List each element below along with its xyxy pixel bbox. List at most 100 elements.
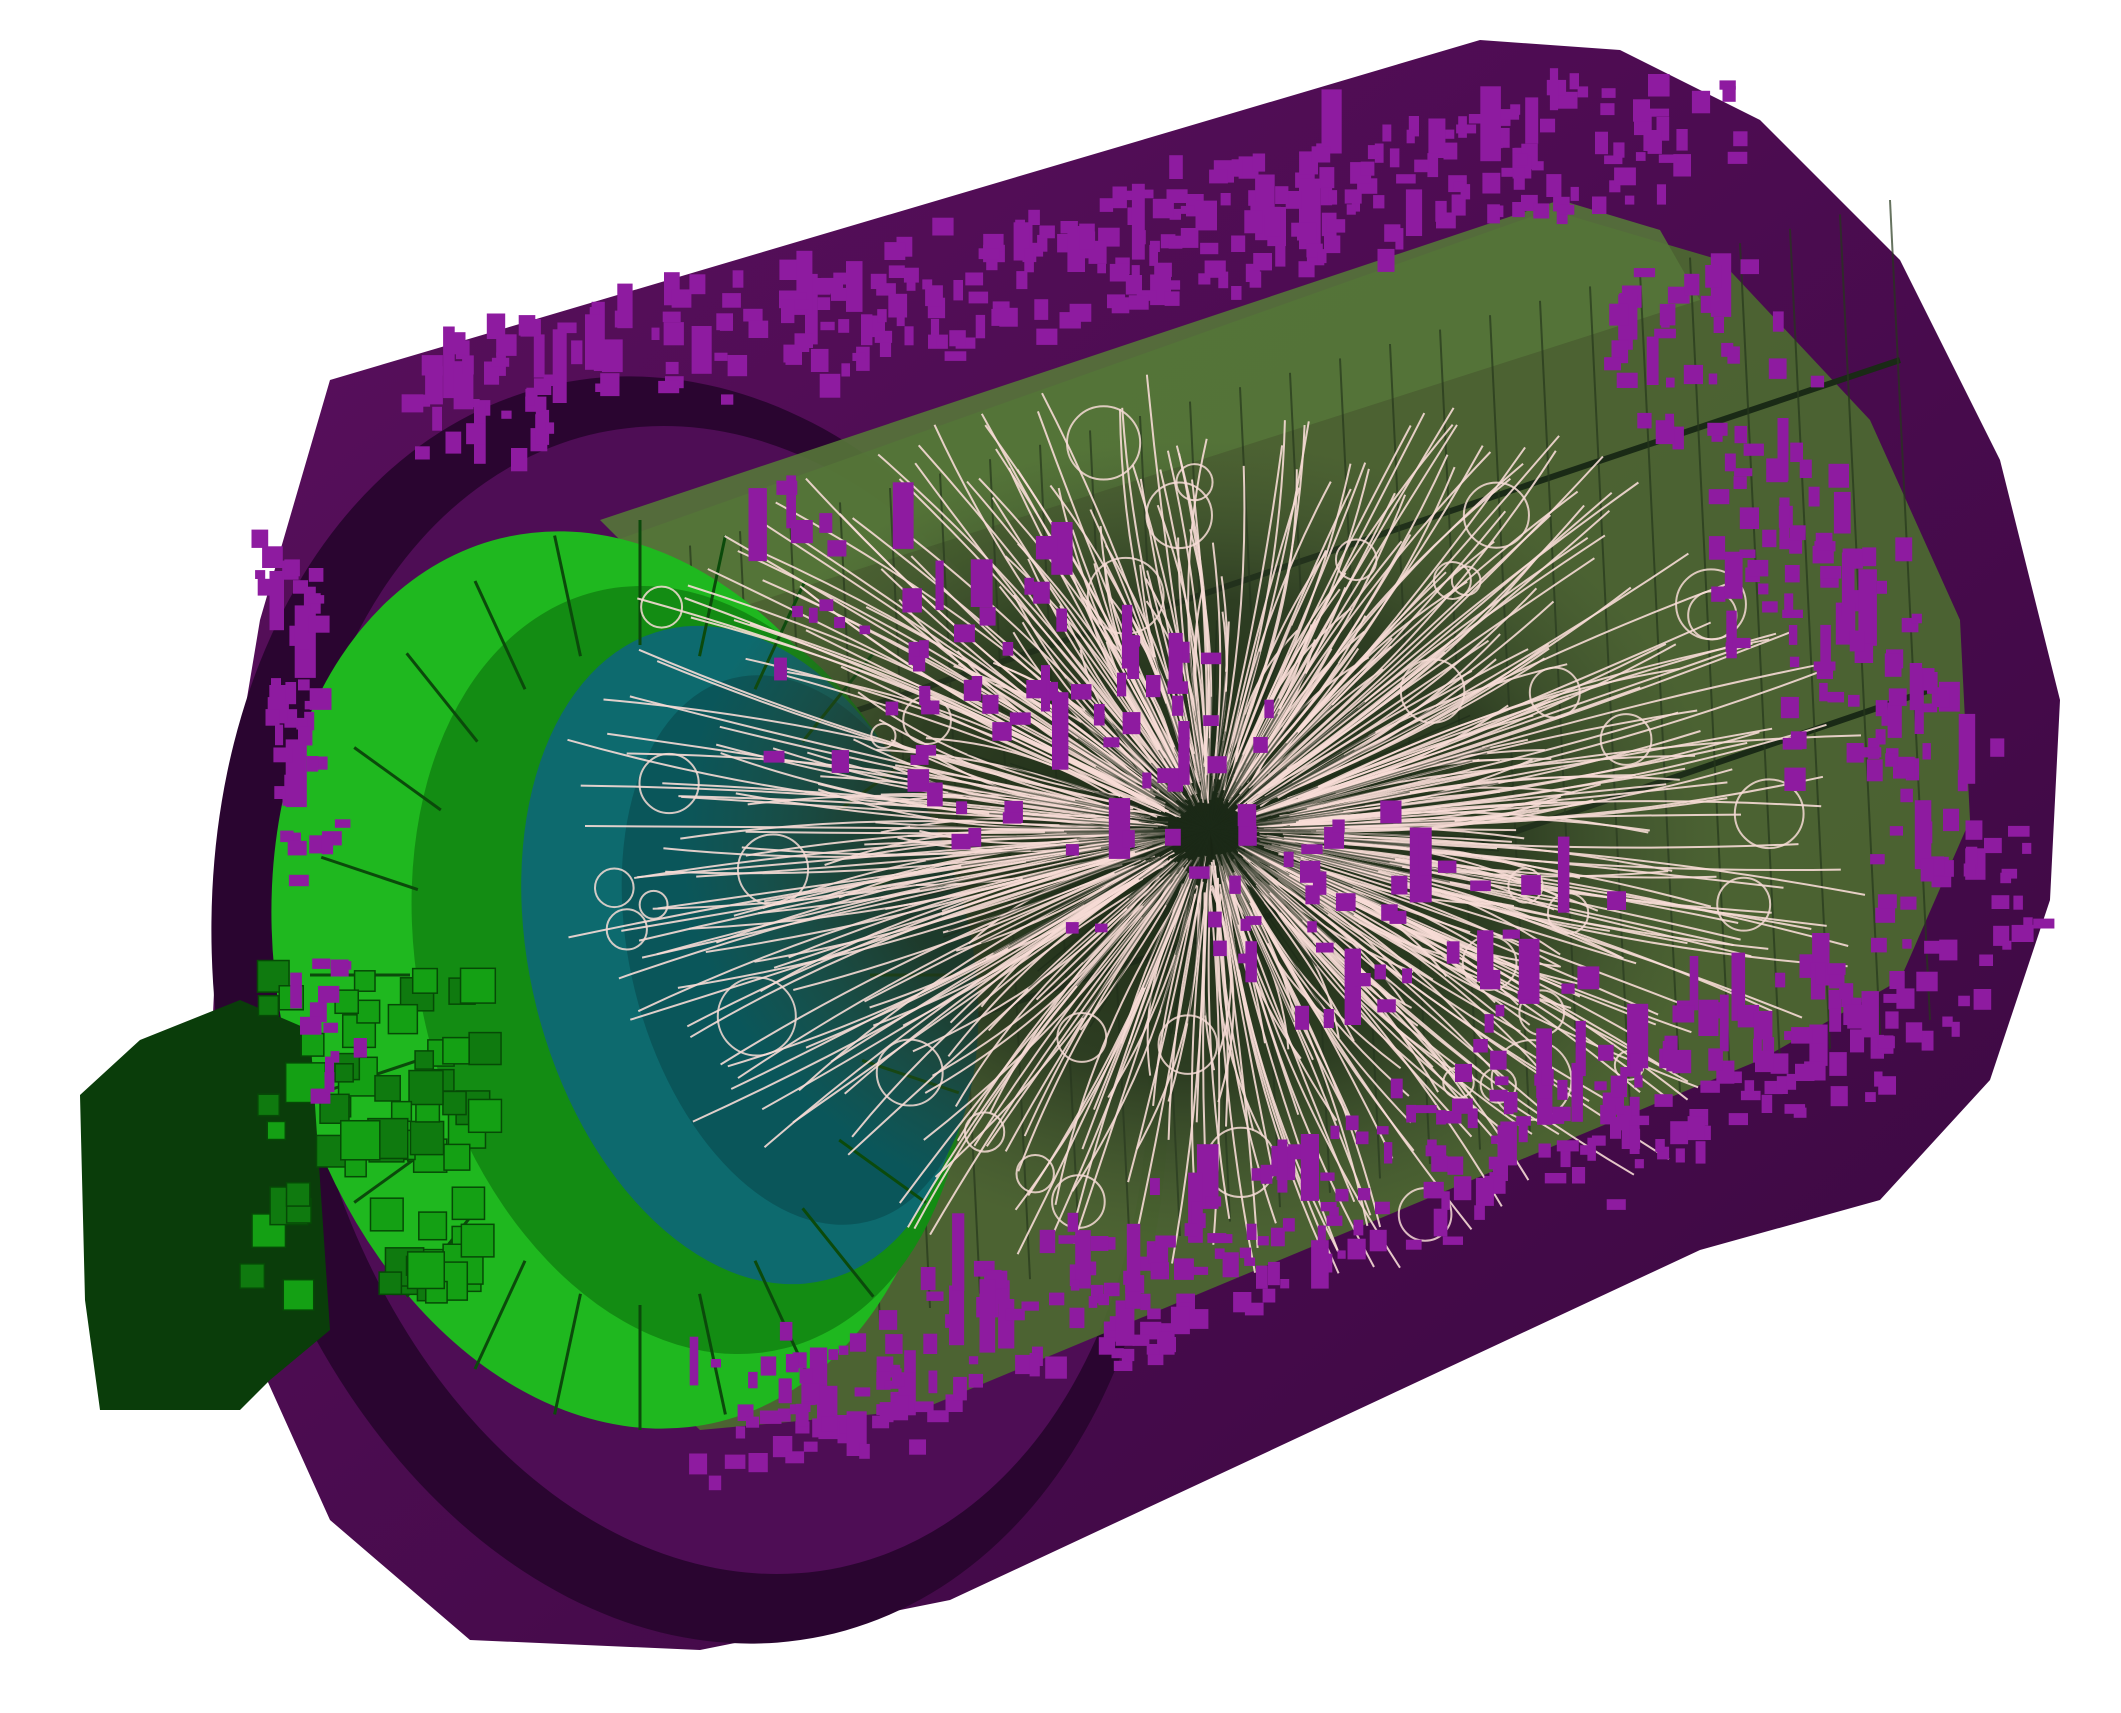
particle-track (1212, 859, 1259, 1248)
particle-track-core (1084, 709, 1211, 831)
hcal-hit (1727, 151, 1748, 164)
hcal-hit (1275, 186, 1289, 204)
particle-track-core (1209, 829, 1241, 970)
hcal-hit (1572, 1167, 1586, 1184)
particle-track (1244, 504, 1585, 801)
particle-track-core (1209, 829, 1303, 922)
hcal-hit (1126, 1223, 1141, 1293)
endcap-segment-line (698, 1293, 727, 1415)
hcal-hit (1646, 336, 1659, 385)
hcal-hit (1169, 155, 1183, 179)
hcal-hit (1559, 204, 1575, 215)
hcal-hit (1231, 159, 1243, 177)
hcal-hit (1009, 712, 1031, 725)
hcal-hit (927, 1410, 949, 1423)
hcal-hit (1035, 536, 1058, 560)
hcal-hit (1384, 224, 1401, 242)
hcal-hit (306, 756, 319, 772)
hcal-hit (1557, 1079, 1568, 1100)
hcal-hit (1311, 146, 1331, 163)
hcal-hit (1525, 97, 1539, 144)
hcal-hit (1613, 1119, 1635, 1130)
hcal-hit (658, 380, 680, 394)
hcal-hit (308, 568, 324, 582)
hcal-hit (293, 580, 308, 594)
hcal-hit (484, 361, 500, 385)
particle-track-core (1099, 711, 1211, 831)
particle-track (1265, 587, 1538, 790)
hcal-hit (1687, 1116, 1705, 1141)
hcal-hit (919, 685, 931, 706)
forward-block (387, 1003, 419, 1035)
hcal-hit (1280, 1279, 1290, 1289)
hcal-hit (1916, 971, 1938, 992)
hcal-hit (999, 307, 1018, 327)
hcal-hit (776, 480, 798, 495)
hcal-hit (1132, 1334, 1150, 1346)
track-loop (1051, 1174, 1106, 1229)
hcal-hit (1220, 193, 1231, 206)
hcal-hit (1335, 893, 1356, 911)
particle-track-core (980, 829, 1211, 944)
hcal-hit (1900, 788, 1913, 803)
hcal-hit (1377, 999, 1396, 1013)
hcal-hit (1734, 425, 1748, 444)
hcal-hit (1311, 1249, 1321, 1263)
hcal-hit (1360, 161, 1375, 176)
hcal-hit (774, 657, 787, 681)
particle-track (1225, 852, 1410, 1097)
forward-block (460, 1223, 495, 1258)
particle-track-core (1178, 829, 1211, 833)
hcal-hit (1575, 1020, 1586, 1077)
hcal-hit (1708, 1048, 1723, 1071)
hcal-hit (1518, 1121, 1528, 1143)
hcal-hit (1494, 1076, 1509, 1086)
particle-track-core (1209, 754, 1243, 831)
hcal-hit (1240, 918, 1251, 931)
track-loop (1716, 876, 1772, 932)
hcal-hit (1784, 1104, 1806, 1114)
hcal-hit (1324, 235, 1341, 254)
hcal-hit (763, 750, 785, 763)
hcal-hit (1895, 537, 1913, 562)
hcal-hit (1191, 1201, 1201, 1230)
hcal-hit (910, 754, 929, 765)
hcal-hit (1375, 1201, 1390, 1215)
forward-block (334, 1063, 354, 1083)
hcal-hit (1251, 1168, 1263, 1181)
hcal-hit (885, 701, 899, 716)
hcal-hit (1776, 1076, 1788, 1094)
particle-track (1054, 887, 1187, 1205)
hcal-hit (1732, 637, 1751, 649)
particle-track (898, 478, 1166, 780)
particle-track (1293, 837, 1866, 896)
hcal-hit (1958, 713, 1976, 784)
hcal-hit (795, 1403, 809, 1427)
hcal-hit (1634, 1159, 1644, 1169)
particle-track-core (1089, 829, 1211, 1028)
particle-track (680, 820, 1113, 840)
hcal-hit (1876, 580, 1887, 594)
track-loop (605, 908, 648, 951)
particle-track (1136, 885, 1200, 1150)
hcal-hit (1875, 700, 1888, 717)
particle-track (1222, 445, 1284, 761)
hcal-hit (1518, 938, 1540, 1004)
hcal-hit (1503, 1100, 1514, 1115)
hcal-hit (1184, 1223, 1198, 1237)
hcal-hit (1734, 468, 1753, 477)
hcal-hit (1719, 80, 1736, 90)
hcal-hit (1610, 1075, 1627, 1098)
particle-track-core (1209, 829, 1327, 980)
forward-block (414, 1050, 435, 1070)
hcal-hit (854, 1387, 871, 1397)
hcal-hit (1689, 956, 1699, 1011)
particle-track (1258, 643, 1550, 805)
hcal-hit (1405, 1239, 1422, 1250)
hcal-hit (1875, 729, 1886, 745)
hcal-hit (304, 700, 313, 710)
hcal-hit (914, 1401, 934, 1413)
hcal-hit (691, 326, 712, 374)
particle-track (1237, 514, 1552, 805)
hcal-hit (1540, 118, 1556, 133)
